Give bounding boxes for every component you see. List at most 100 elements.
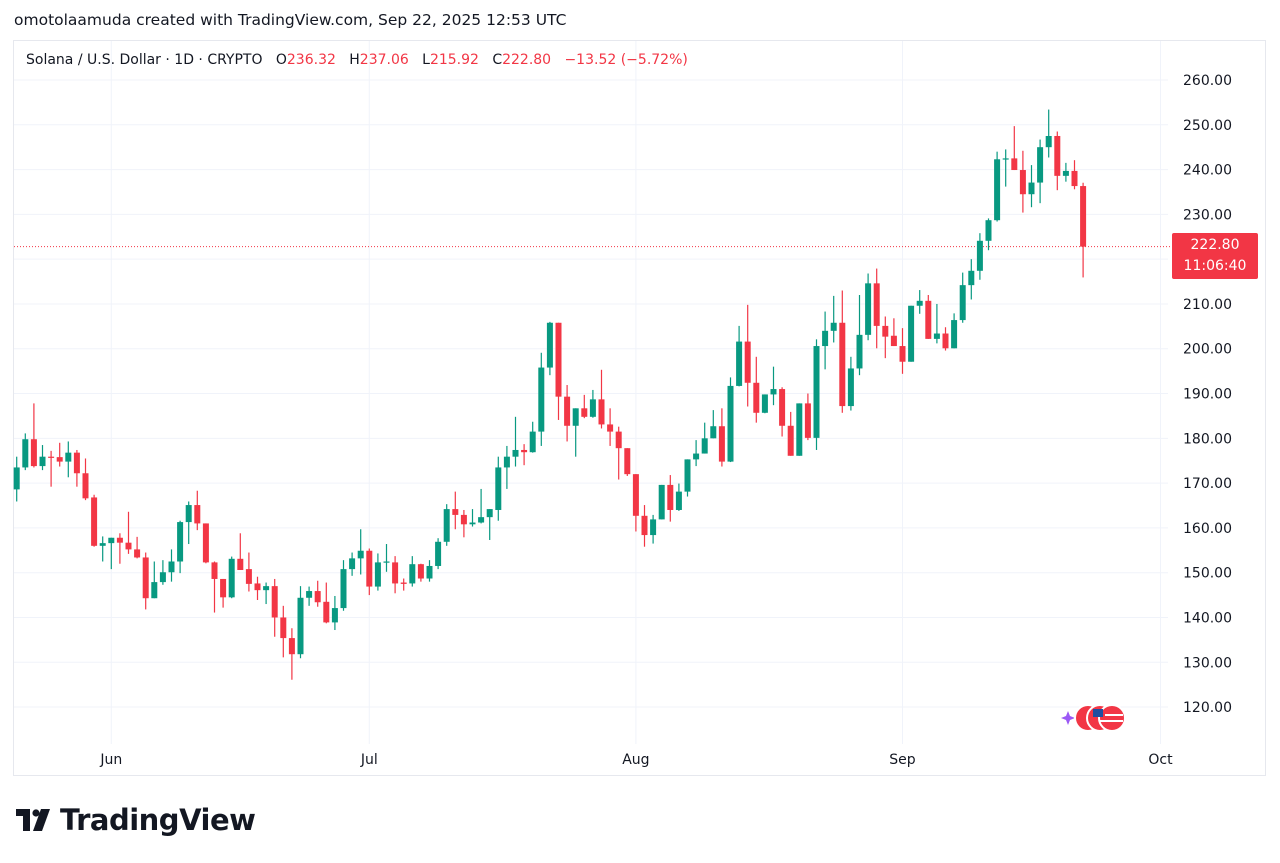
candle-down[interactable] — [366, 548, 373, 596]
candle-up[interactable] — [159, 560, 166, 585]
candle-up[interactable] — [865, 273, 872, 341]
candle-down[interactable] — [804, 393, 811, 441]
candle-up[interactable] — [546, 321, 553, 376]
candle-up[interactable] — [426, 560, 433, 582]
candle-down[interactable] — [56, 442, 63, 467]
candle-up[interactable] — [951, 313, 958, 349]
candle-down[interactable] — [1071, 160, 1078, 190]
candle-up[interactable] — [572, 408, 579, 457]
symbol-name[interactable]: Solana / U.S. Dollar · 1D · CRYPTO — [26, 52, 263, 68]
chart-pane[interactable] — [13, 40, 1266, 776]
candle-up[interactable] — [13, 456, 20, 502]
candle-down[interactable] — [718, 408, 725, 467]
candle-down[interactable] — [839, 290, 846, 413]
candle-up[interactable] — [503, 445, 510, 489]
candle-down[interactable] — [1054, 131, 1061, 191]
candle-up[interactable] — [736, 325, 743, 387]
candle-up[interactable] — [830, 295, 837, 343]
candle-up[interactable] — [976, 233, 983, 280]
candle-up[interactable] — [658, 484, 665, 520]
candle-down[interactable] — [392, 556, 399, 594]
candle-down[interactable] — [632, 474, 639, 532]
candle-up[interactable] — [263, 582, 270, 605]
candle-down[interactable] — [194, 490, 201, 531]
candle-up[interactable] — [357, 529, 364, 575]
candle-down[interactable] — [30, 403, 37, 468]
candle-up[interactable] — [168, 549, 175, 582]
candle-up[interactable] — [985, 218, 992, 251]
candle-down[interactable] — [314, 580, 321, 607]
candle-up[interactable] — [933, 303, 940, 344]
candle-down[interactable] — [873, 268, 880, 349]
candle-up[interactable] — [297, 586, 304, 659]
candle-up[interactable] — [185, 501, 192, 545]
candle-up[interactable] — [959, 272, 966, 323]
candle-down[interactable] — [641, 505, 648, 547]
candle-down[interactable] — [1019, 150, 1026, 213]
candle-up[interactable] — [710, 410, 717, 439]
candle-down[interactable] — [125, 511, 132, 554]
candle-down[interactable] — [142, 552, 149, 610]
candle-up[interactable] — [228, 556, 235, 599]
candle-down[interactable] — [220, 578, 227, 608]
candle-down[interactable] — [288, 628, 295, 680]
candle-down[interactable] — [82, 458, 89, 501]
candle-down[interactable] — [744, 304, 751, 407]
candle-up[interactable] — [108, 537, 115, 570]
candle-up[interactable] — [693, 440, 700, 467]
candle-down[interactable] — [323, 582, 330, 624]
candle-up[interactable] — [331, 595, 338, 631]
candle-up[interactable] — [495, 456, 502, 521]
candle-up[interactable] — [1062, 162, 1069, 182]
candle-up[interactable] — [409, 556, 416, 587]
candle-down[interactable] — [237, 533, 244, 571]
candle-down[interactable] — [899, 328, 906, 374]
candle-up[interactable] — [486, 509, 493, 540]
candle-down[interactable] — [202, 523, 209, 564]
candle-down[interactable] — [667, 475, 674, 522]
candle-up[interactable] — [1028, 165, 1035, 208]
candle-up[interactable] — [349, 552, 356, 576]
candle-down[interactable] — [1080, 182, 1087, 278]
candle-down[interactable] — [1011, 126, 1018, 171]
candle-up[interactable] — [1002, 149, 1009, 187]
candle-up[interactable] — [589, 389, 596, 418]
candle-down[interactable] — [555, 322, 562, 420]
candle-down[interactable] — [280, 605, 287, 658]
candle-down[interactable] — [753, 356, 760, 423]
candle-up[interactable] — [727, 377, 734, 463]
candle-up[interactable] — [22, 433, 29, 471]
candle-up[interactable] — [383, 544, 390, 572]
candle-up[interactable] — [701, 422, 708, 454]
candle-down[interactable] — [521, 444, 528, 466]
candle-up[interactable] — [65, 441, 72, 478]
candle-down[interactable] — [134, 536, 141, 559]
candle-up[interactable] — [847, 356, 854, 411]
candle-up[interactable] — [151, 561, 158, 599]
candle-up[interactable] — [1037, 139, 1044, 204]
candle-down[interactable] — [779, 387, 786, 437]
candle-down[interactable] — [564, 385, 571, 442]
candle-down[interactable] — [882, 316, 889, 359]
candle-down[interactable] — [48, 450, 55, 487]
candle-up[interactable] — [478, 488, 485, 524]
candle-up[interactable] — [177, 520, 184, 574]
candle-up[interactable] — [1045, 109, 1052, 158]
candle-up[interactable] — [340, 560, 347, 611]
candle-up[interactable] — [538, 352, 545, 446]
candle-up[interactable] — [761, 394, 768, 414]
candle-up[interactable] — [443, 504, 450, 546]
candle-up[interactable] — [856, 294, 863, 376]
candle-down[interactable] — [116, 533, 123, 564]
candle-up[interactable] — [512, 416, 519, 467]
candle-down[interactable] — [624, 448, 631, 476]
candle-up[interactable] — [650, 514, 657, 544]
candle-down[interactable] — [460, 509, 467, 538]
candle-down[interactable] — [271, 578, 278, 637]
candle-up[interactable] — [684, 459, 691, 497]
candle-down[interactable] — [942, 327, 949, 351]
candle-down[interactable] — [254, 576, 261, 601]
candle-down[interactable] — [400, 578, 407, 591]
candle-down[interactable] — [452, 491, 459, 530]
